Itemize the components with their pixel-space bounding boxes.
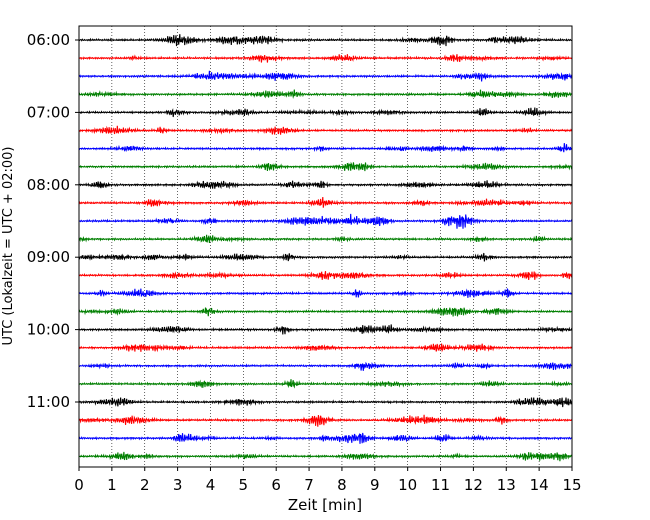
trace-row-0 — [78, 34, 573, 47]
x-tick-label-14: 14 — [530, 476, 549, 494]
x-tick-label-3: 3 — [173, 476, 183, 494]
trace-row-21 — [78, 414, 573, 427]
trace-row-14 — [78, 288, 573, 299]
trace-row-22 — [78, 432, 573, 444]
trace-row-9 — [78, 196, 573, 208]
trace-row-17 — [78, 343, 573, 353]
x-tick-label-5: 5 — [239, 476, 249, 494]
y-tick-label-06:00: 06:00 — [27, 31, 70, 49]
plot-frame — [78, 25, 573, 468]
x-tick-label-4: 4 — [206, 476, 216, 494]
x-axis-label: Zeit [min] — [288, 496, 362, 514]
y-axis-ticks: 06:00 07:00 08:00 09:00 10:00 11:00 — [27, 31, 79, 411]
x-tick-label-1: 1 — [107, 476, 117, 494]
trace-row-11 — [78, 234, 573, 243]
trace-row-12 — [78, 252, 573, 262]
x-tick-label-10: 10 — [398, 476, 417, 494]
trace-row-6 — [78, 143, 573, 153]
y-axis-label: UTC (Lokalzeit = UTC + 02:00) — [1, 147, 16, 346]
trace-row-1 — [78, 54, 573, 63]
trace-row-2 — [79, 70, 573, 82]
trace-row-10 — [78, 213, 573, 229]
x-tick-label-0: 0 — [74, 476, 84, 494]
trace-group — [78, 34, 573, 462]
y-tick-label-07:00: 07:00 — [27, 103, 70, 121]
x-tick-label-13: 13 — [497, 476, 516, 494]
x-tick-label-2: 2 — [140, 476, 150, 494]
trace-row-5 — [78, 125, 573, 135]
x-tick-label-7: 7 — [304, 476, 314, 494]
trace-row-13 — [78, 271, 573, 281]
trace-row-7 — [78, 161, 573, 172]
x-axis-ticks: 0 1 2 3 4 5 6 7 8 9 10 11 12 13 14 15 — [74, 467, 582, 494]
y-tick-label-09:00: 09:00 — [27, 248, 70, 266]
trace-row-18 — [78, 361, 573, 371]
y-tick-label-10:00: 10:00 — [27, 321, 70, 339]
trace-row-20 — [78, 397, 573, 408]
trace-row-4 — [78, 107, 573, 118]
x-tick-label-8: 8 — [337, 476, 347, 494]
plot-area-background — [79, 26, 572, 467]
x-tick-label-11: 11 — [431, 476, 450, 494]
trace-row-8 — [78, 180, 572, 190]
trace-row-3 — [78, 89, 573, 99]
trace-row-15 — [78, 307, 573, 317]
x-tick-label-9: 9 — [370, 476, 380, 494]
trace-row-19 — [78, 379, 573, 389]
y-tick-label-08:00: 08:00 — [27, 176, 70, 194]
x-tick-label-12: 12 — [464, 476, 483, 494]
x-tick-label-6: 6 — [271, 476, 281, 494]
y-tick-label-11:00: 11:00 — [27, 393, 70, 411]
x-tick-label-15: 15 — [562, 476, 581, 494]
trace-row-23 — [78, 451, 573, 462]
trace-row-16 — [78, 324, 573, 335]
